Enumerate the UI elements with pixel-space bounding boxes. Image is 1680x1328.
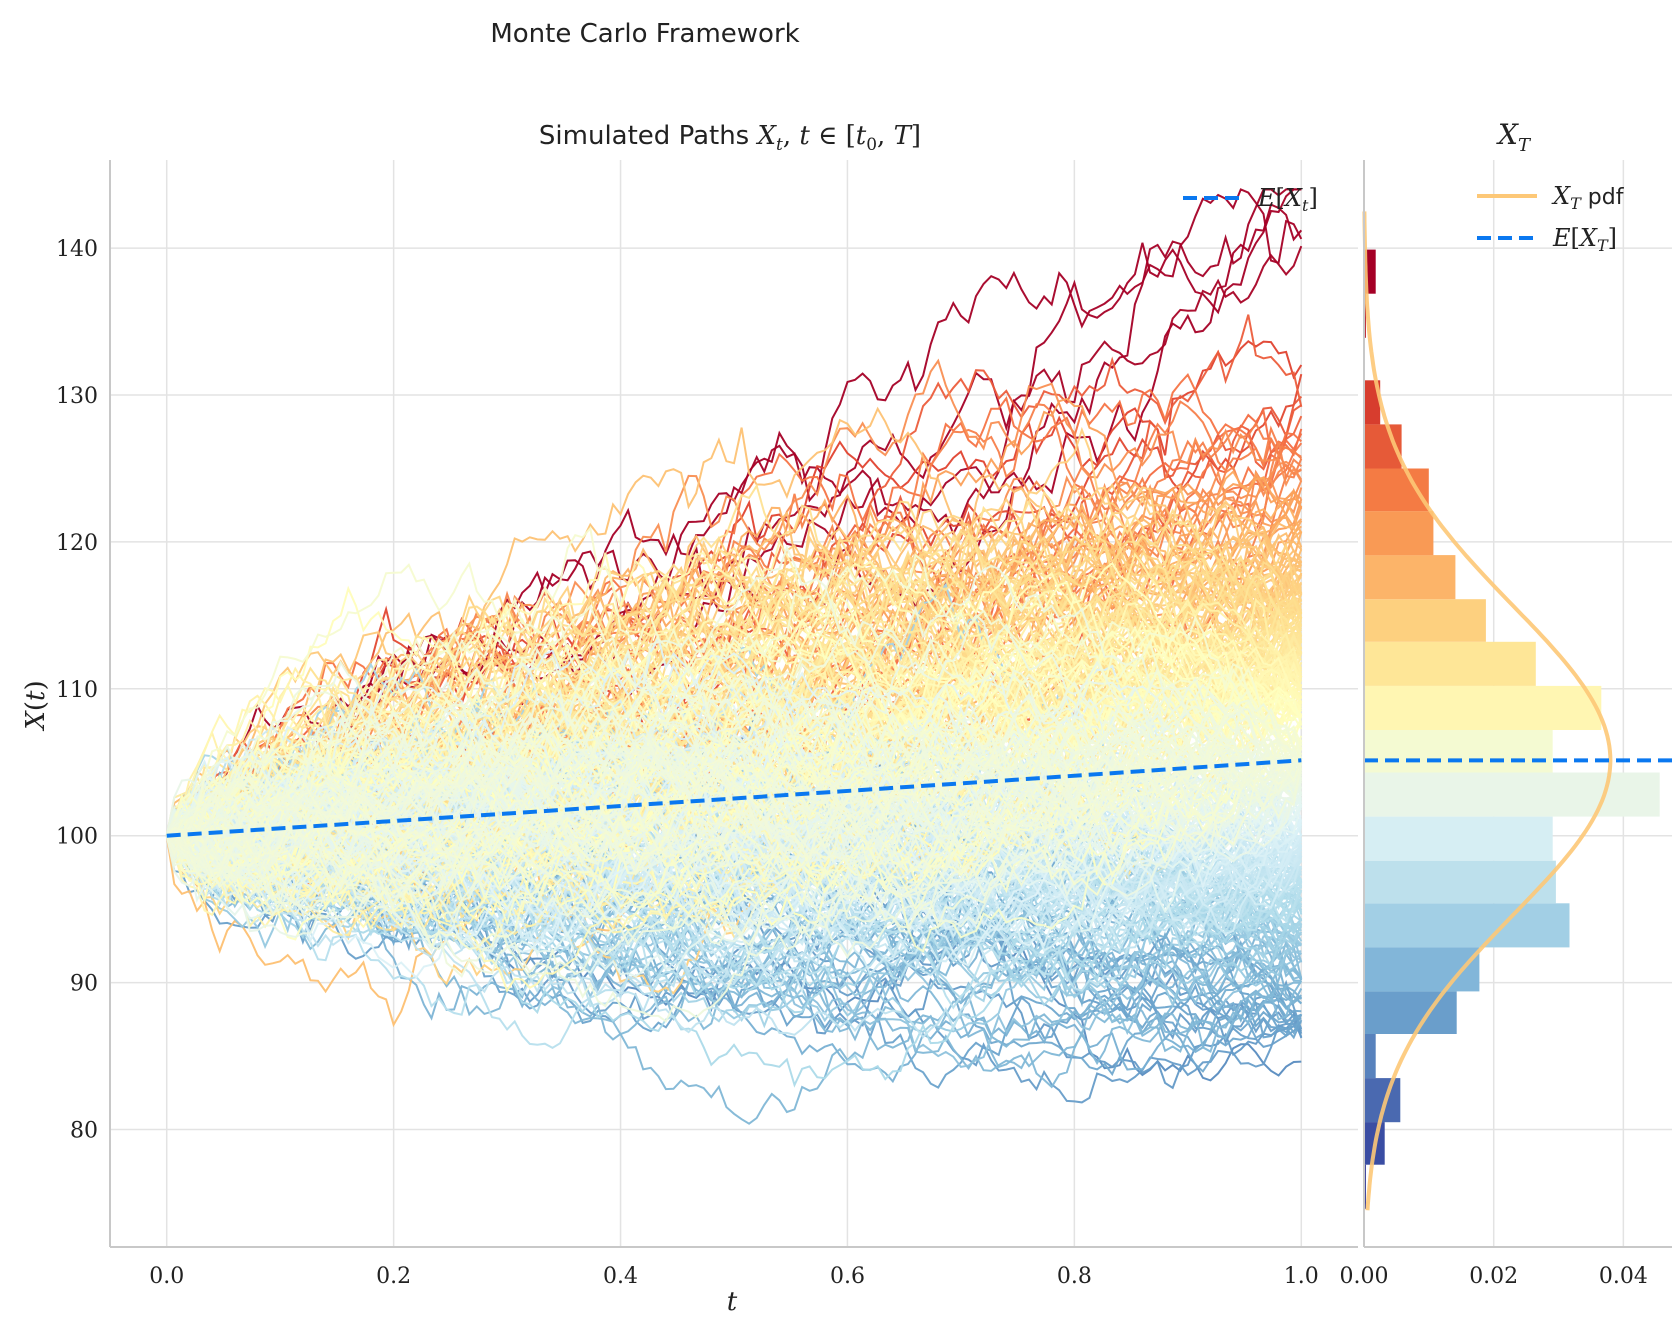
x-tick-label: 0.0 (149, 1264, 184, 1289)
histogram-axes: XT 0.00 0.02 0.04 XT pdf E[XT] (1340, 118, 1672, 1289)
sample-path (166, 740, 1302, 896)
x-tick-label: 0.02 (1469, 1264, 1518, 1289)
sample-path (166, 636, 1303, 914)
sample-path (165, 835, 1302, 1039)
expected-value-line (166, 758, 1302, 838)
sample-path (166, 691, 1303, 867)
sample-path (166, 716, 1303, 880)
figure-suptitle: Monte Carlo Framework (490, 19, 799, 49)
y-tick-label: 110 (56, 678, 98, 703)
y-tick-label: 80 (70, 1118, 98, 1143)
paths-x-label: t (727, 1287, 738, 1317)
histogram-legend: XT pdf E[XT] (1477, 182, 1625, 255)
sample-path (165, 526, 1303, 838)
sample-path (165, 745, 1302, 960)
sample-path (166, 690, 1303, 897)
histogram-bar (1364, 860, 1556, 904)
y-tick-label: 130 (56, 384, 98, 409)
sample-path (166, 561, 1303, 837)
x-tick-label: 1.0 (1284, 1264, 1319, 1289)
sample-path (166, 748, 1303, 976)
histogram-title: XT (1496, 118, 1532, 156)
sample-path (165, 553, 1302, 846)
sample-path (165, 650, 1303, 837)
sample-path (165, 627, 1303, 866)
histogram-bar (1364, 555, 1456, 600)
sample-path (166, 509, 1302, 865)
paths-legend-label: E[Xt] (1257, 184, 1318, 215)
mean-legend-label: E[XT] (1552, 224, 1617, 255)
histogram-bar (1364, 991, 1457, 1034)
sample-path (165, 745, 1303, 928)
x-tick-label: 0.8 (1057, 1264, 1092, 1289)
sample-path (165, 737, 1302, 876)
sample-path (165, 736, 1302, 939)
y-tick-label: 140 (56, 237, 98, 262)
sample-path (165, 545, 1302, 887)
histogram-bar (1364, 772, 1660, 817)
histogram-bar (1364, 249, 1376, 294)
y-tick-label: 90 (70, 972, 98, 997)
paths-axes: Simulated Paths Xt, t ∈ [t0, T] 80 90 100 1… (21, 121, 1358, 1317)
y-tick-label: 120 (56, 531, 98, 556)
sample-path (165, 662, 1303, 950)
histogram-bar (1364, 1034, 1376, 1079)
paths-y-ticks: 80 90 100 110 120 130 140 (56, 237, 98, 1143)
terminal-pdf-curve (1362, 211, 1613, 1211)
histogram-x-ticks: 0.00 0.02 0.04 (1340, 1264, 1648, 1289)
histogram-bar (1364, 729, 1553, 773)
histogram-bar (1364, 641, 1536, 686)
paths-title: Simulated Paths Xt, t ∈ [t0, T] (539, 121, 921, 155)
paths-y-label: X(t) (21, 680, 51, 731)
histogram-bars (1364, 249, 1660, 1209)
sample-path (165, 373, 1302, 868)
x-tick-label: 0.6 (830, 1264, 865, 1289)
x-tick-label: 0.2 (376, 1264, 411, 1289)
paths-x-ticks: 0.0 0.2 0.4 0.6 0.8 1.0 (149, 1264, 1319, 1289)
x-tick-label: 0.4 (603, 1264, 638, 1289)
sample-path (165, 707, 1303, 881)
sample-path (165, 726, 1302, 867)
x-tick-label: 0.04 (1599, 1264, 1648, 1289)
histogram-bar (1364, 599, 1486, 642)
sample-path (165, 688, 1303, 905)
histogram-bar (1364, 685, 1602, 730)
paths-legend: E[Xt] (1183, 184, 1318, 215)
sample-path (166, 604, 1302, 843)
histogram-bar (1364, 903, 1570, 948)
sample-path (166, 713, 1303, 1023)
simulated-paths (165, 188, 1303, 1125)
sample-path (165, 571, 1303, 921)
y-tick-label: 100 (56, 825, 98, 850)
pdf-legend-label: XT pdf (1551, 182, 1625, 213)
sample-path (166, 704, 1303, 889)
histogram-bar (1364, 511, 1434, 556)
x-tick-label: 0.00 (1340, 1264, 1389, 1289)
histogram-bar (1364, 816, 1553, 861)
